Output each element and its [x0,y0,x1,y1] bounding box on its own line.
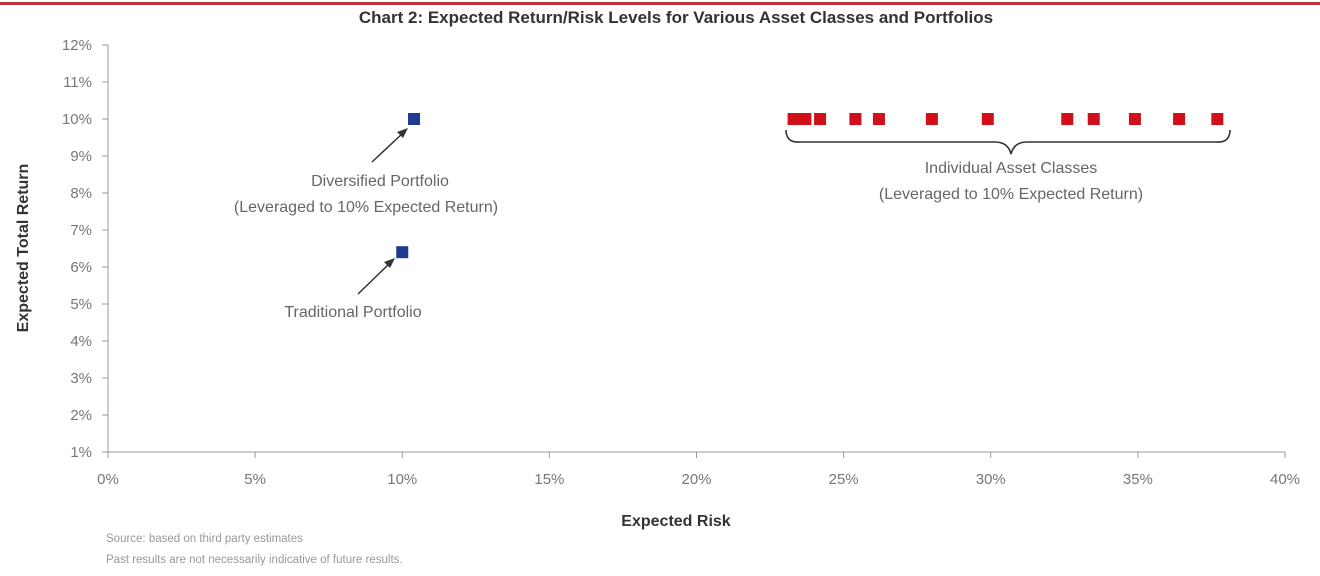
asset-class-point [1211,113,1224,125]
x-tick-label: 25% [829,471,859,488]
asset-class-point [1061,113,1074,125]
arrow-traditional [357,262,391,295]
arrow-diversified [371,132,404,163]
x-tick-label: 5% [244,471,266,488]
asset-class-point [925,113,938,125]
x-tick-label: 30% [976,471,1006,488]
y-tick-label: 1% [70,444,92,461]
portfolio-point [408,113,421,125]
annotation-individual-line1: Individual Asset Classes [925,160,1098,177]
asset-class-point [849,113,862,125]
y-tick-label: 3% [70,370,92,387]
x-tick-label: 40% [1270,471,1300,488]
arrowhead-diversified [397,128,408,138]
y-tick-label: 5% [70,296,92,313]
asset-class-point [981,113,994,125]
x-axis-label: Expected Risk [621,513,730,530]
y-tick-label: 4% [70,333,92,350]
chart-title: Chart 2: Expected Return/Risk Levels for… [358,8,994,27]
y-tick-label: 7% [70,222,92,239]
annotation-diversified-line2: (Leveraged to 10% Expected Return) [234,199,498,216]
x-tick-label: 15% [534,471,564,488]
y-tick-label: 8% [70,185,92,202]
x-tick-label: 35% [1123,471,1153,488]
y-tick-label: 12% [62,37,92,54]
asset-class-point [1128,113,1141,125]
annotation-diversified-line1: Diversified Portfolio [311,173,449,190]
x-tick-label: 10% [387,471,417,488]
x-tick-label: 20% [681,471,711,488]
x-tick-label: 0% [97,471,119,488]
y-tick-label: 6% [70,259,92,276]
asset-class-point [872,113,885,125]
arrowhead-traditional [384,258,395,268]
header-rule [0,2,1320,5]
asset-class-point [799,113,812,125]
brace-individual-assets [785,129,1231,155]
asset-class-point [814,113,827,125]
y-axis-label: Expected Total Return [15,164,32,333]
annotation-traditional: Traditional Portfolio [284,304,421,321]
asset-class-point [1173,113,1186,125]
asset-class-point [1087,113,1100,125]
y-tick-label: 2% [70,407,92,424]
annotation-individual-line2: (Leveraged to 10% Expected Return) [879,186,1143,203]
source-note: Source: based on third party estimates [106,533,303,545]
y-tick-label: 10% [62,111,92,128]
y-tick-label: 9% [70,148,92,165]
disclaimer-note: Past results are not necessarily indicat… [106,554,403,566]
y-tick-label: 11% [63,74,92,91]
asset-class-point [787,113,800,125]
portfolio-point [396,246,409,259]
